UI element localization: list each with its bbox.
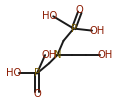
Text: P: P <box>71 24 77 34</box>
Text: OH: OH <box>98 50 113 60</box>
Text: O: O <box>33 89 41 99</box>
Text: N: N <box>54 50 61 60</box>
Text: O: O <box>76 5 84 15</box>
Text: OH: OH <box>42 50 57 60</box>
Text: HO: HO <box>6 68 21 78</box>
Text: P: P <box>34 68 40 78</box>
Text: HO: HO <box>42 11 57 21</box>
Text: OH: OH <box>89 26 105 36</box>
